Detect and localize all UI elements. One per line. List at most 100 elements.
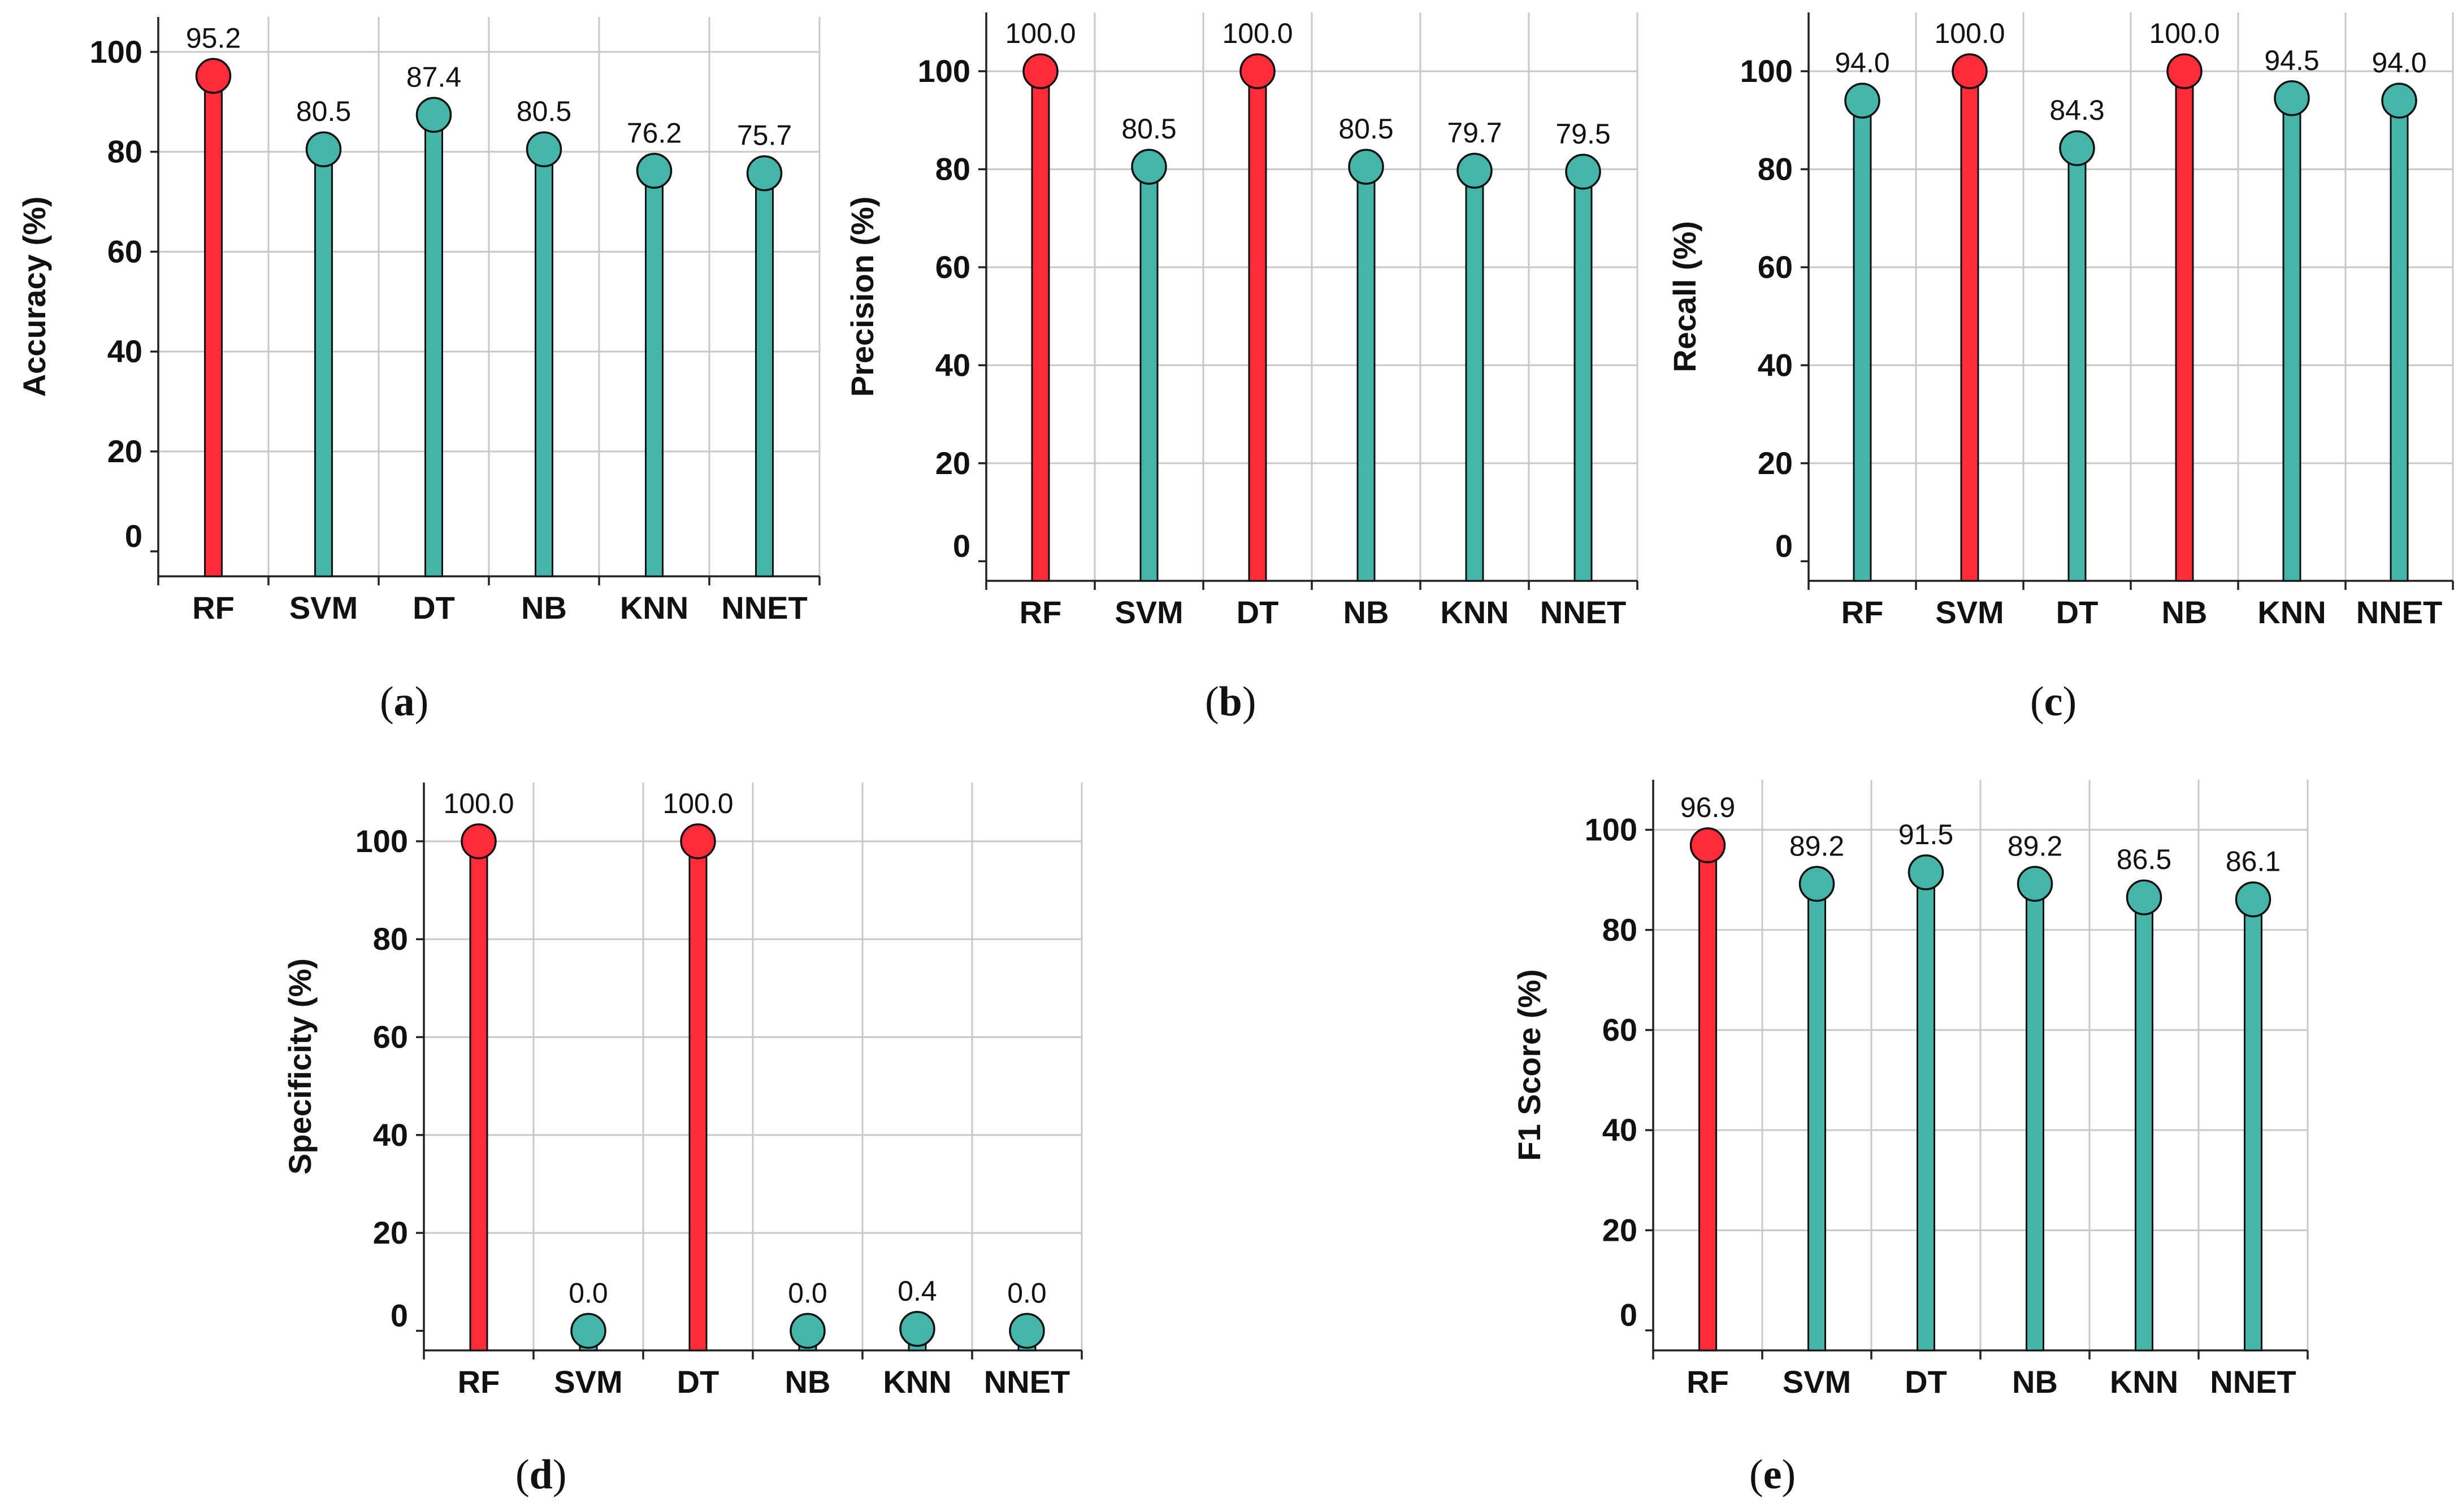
chart-c-point-knn (2274, 80, 2310, 116)
chart-a-ytick-label-60: 60 (107, 233, 142, 269)
chart-a-value-label-knn: 76.2 (627, 117, 682, 149)
chart-a-ytick-label-0: 0 (125, 518, 142, 554)
chart-e-xtick-label-dt: DT (1905, 1364, 1947, 1400)
chart-b-ytick-label-20: 20 (935, 445, 970, 481)
chart-d-value-label-dt: 100.0 (662, 788, 733, 819)
caption-a-letter: a (393, 679, 415, 725)
chart-d-gridlines (424, 783, 1083, 1350)
chart-a-xtick-label-nb: NB (521, 590, 567, 625)
chart-d-xtick-label-svm: SVM (554, 1364, 622, 1400)
chart-e-value-label-dt: 91.5 (1898, 819, 1953, 850)
chart-a-svg: 0 20 40 60 80 100 Accuracy (%) RF SVM DT NB KNN NNET… (16, 17, 821, 625)
chart-b-ytick-label-60: 60 (935, 249, 970, 285)
chart-e-value-label-nb: 89.2 (2008, 830, 2062, 862)
chart-a-gridlines (158, 17, 821, 576)
chart-c-ytick-label-60: 60 (1758, 249, 1793, 285)
chart-e-value-label-rf: 96.9 (1680, 792, 1735, 823)
chart-c-value-label-rf: 94.0 (1835, 47, 1889, 79)
chart-e-stem-svm (1807, 883, 1826, 1352)
chart-d-ytick-label-80: 80 (373, 921, 408, 957)
chart-b-ytick-label-0: 0 (953, 528, 970, 563)
chart-e-ylabel: F1 Score (%) (1511, 969, 1547, 1161)
chart-d-xtick-label-nb: NB (785, 1364, 831, 1400)
chart-c-value-label-nb: 100.0 (2149, 18, 2219, 49)
chart-c-value-label-nnet: 94.0 (2372, 47, 2426, 79)
caption-c: (c) (2030, 679, 2077, 725)
chart-panel-d: 0 20 40 60 80 100 Specificity (%) RF SVM DT NB KNN N… (271, 757, 1108, 1413)
chart-e-point-nb (2017, 866, 2053, 902)
chart-b-point-nb (1348, 149, 1384, 185)
chart-c-ytick-label-20: 20 (1758, 445, 1793, 481)
chart-e-xtick-label-svm: SVM (1783, 1364, 1851, 1400)
chart-a-ytick-label-100: 100 (90, 34, 142, 69)
chart-a-point-knn (636, 153, 673, 189)
chart-d-ytick-label-40: 40 (373, 1117, 408, 1153)
chart-b-value-label-nb: 80.5 (1338, 113, 1393, 145)
chart-a-xtick-label-rf: RF (192, 590, 235, 625)
chart-e-point-svm (1798, 866, 1835, 902)
chart-e-value-label-nnet: 86.1 (2226, 846, 2281, 877)
chart-b-value-label-dt: 100.0 (1222, 18, 1293, 49)
chart-a-value-label-nnet: 75.7 (737, 120, 792, 151)
chart-c-stem-rf (1853, 99, 1872, 582)
chart-e-point-rf (1689, 827, 1726, 863)
chart-d-ytick-label-100: 100 (356, 823, 408, 859)
caption-d-letter: d (529, 1452, 553, 1498)
chart-e-stem-knn (2135, 896, 2153, 1352)
chart-d-point-dt (680, 823, 716, 859)
chart-c-point-nnet (2381, 82, 2417, 119)
chart-c-xtick-label-nnet: NNET (2356, 594, 2442, 630)
chart-d-value-label-svm: 0.0 (569, 1277, 608, 1309)
chart-c-ytick-label-0: 0 (1775, 528, 1793, 563)
chart-b-xtick-label-knn: KNN (1440, 594, 1508, 630)
chart-c-stem-nnet (2390, 99, 2409, 582)
chart-e-ytick-label-100: 100 (1585, 812, 1637, 848)
chart-a-point-dt (415, 97, 452, 133)
chart-c-stem-svm (1960, 70, 1979, 582)
chart-d-point-nb (790, 1313, 826, 1349)
chart-d-stem-rf (469, 840, 488, 1352)
chart-b-point-svm (1131, 149, 1167, 185)
chart-e-stem-nnet (2244, 898, 2262, 1352)
chart-d-ytick-label-60: 60 (373, 1019, 408, 1055)
chart-e-xtick-label-nb: NB (2012, 1364, 2058, 1400)
chart-b-xtick-label-nb: NB (1343, 594, 1389, 630)
chart-d-stem-dt (688, 840, 708, 1352)
chart-a-ytick-label-40: 40 (107, 333, 142, 369)
chart-a-value-label-nb: 80.5 (517, 95, 571, 127)
chart-e-ytick-label-80: 80 (1602, 912, 1637, 948)
chart-c-stem-dt (2067, 147, 2087, 582)
chart-a-stem-dt (424, 114, 443, 577)
chart-c-value-label-dt: 84.3 (2049, 94, 2104, 126)
chart-c-value-label-svm: 100.0 (1934, 18, 2005, 49)
chart-b-ylabel: Precision (%) (844, 197, 880, 397)
chart-a-value-label-rf: 95.2 (186, 22, 241, 54)
chart-a-value-label-dt: 87.4 (406, 61, 461, 93)
chart-panel-a: 0 20 40 60 80 100 Accuracy (%) RF SVM DT NB KNN NNET… (0, 0, 825, 625)
caption-c-letter: c (2044, 679, 2063, 725)
caption-b: (b) (1205, 679, 1256, 725)
chart-b-stem-nb (1356, 166, 1376, 582)
chart-e-ytick-label-20: 20 (1602, 1212, 1637, 1248)
chart-b-value-label-rf: 100.0 (1005, 18, 1076, 49)
chart-a-xtick-label-dt: DT (413, 590, 455, 625)
chart-b-ytick-label-100: 100 (918, 53, 970, 89)
chart-d-value-label-nb: 0.0 (788, 1277, 827, 1309)
chart-c-value-label-knn: 94.5 (2264, 45, 2319, 76)
chart-panel-e: 0 20 40 60 80 100 F1 Score (%) RF SVM DT NB KNN NNET… (1498, 735, 2334, 1413)
chart-d-point-rf (461, 823, 497, 859)
chart-b-value-label-knn: 79.7 (1447, 117, 1502, 149)
chart-e-value-label-svm: 89.2 (1789, 830, 1844, 862)
chart-d-point-nnet (1009, 1313, 1045, 1349)
chart-d-xtick-label-dt: DT (677, 1364, 719, 1400)
chart-b-stem-nnet (1573, 171, 1593, 582)
chart-a-ylabel: Accuracy (%) (16, 197, 52, 397)
chart-c-xtick-label-rf: RF (1841, 594, 1884, 630)
caption-b-letter: b (1219, 679, 1242, 725)
chart-e-gridlines (1653, 780, 2309, 1350)
chart-e-ytick-label-40: 40 (1602, 1112, 1637, 1148)
chart-c-svg: 0 20 40 60 80 100 Recall (%) RF SVM DT NB KNN NNET 94… (1667, 12, 2454, 630)
chart-b-xtick-label-dt: DT (1237, 594, 1279, 630)
chart-d-value-label-nnet: 0.0 (1007, 1277, 1047, 1309)
